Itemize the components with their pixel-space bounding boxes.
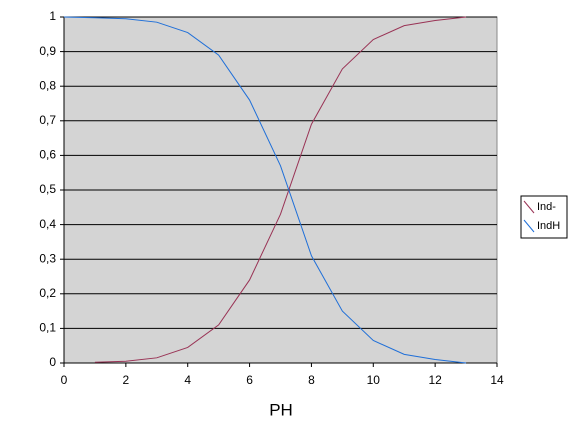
x-tick-label: 8 [308, 373, 315, 387]
y-tick-label: 0,6 [39, 148, 56, 162]
series-line [63, 16, 467, 364]
x-tick-label: 0 [61, 373, 68, 387]
y-tick-label: 0 [49, 355, 56, 369]
y-tick-label: 0,5 [39, 182, 56, 196]
x-tick-label: 2 [123, 373, 130, 387]
legend-swatch [523, 200, 535, 214]
x-tick-label: 12 [428, 373, 442, 387]
x-tick-label: 10 [367, 373, 381, 387]
legend-box [520, 195, 568, 239]
y-tick-label: 0,1 [39, 321, 56, 335]
y-tick-label: 0,7 [39, 113, 56, 127]
x-tick-label: 4 [184, 373, 191, 387]
y-tick-label: 0,3 [39, 251, 56, 265]
x-tick-label: 6 [246, 373, 253, 387]
y-tick-label: 0,4 [39, 217, 56, 231]
x-tick-label: 14 [490, 373, 504, 387]
y-tick-label: 1 [49, 9, 56, 23]
y-tick-label: 0,2 [39, 286, 56, 300]
x-axis-label: PH [269, 400, 293, 419]
legend-label: Ind- [537, 201, 556, 213]
series-line [94, 16, 467, 363]
legend-swatch [523, 219, 535, 233]
legend-label: IndH [537, 220, 560, 232]
y-tick-label: 0,9 [39, 44, 56, 58]
y-tick-label: 0,8 [39, 78, 56, 92]
